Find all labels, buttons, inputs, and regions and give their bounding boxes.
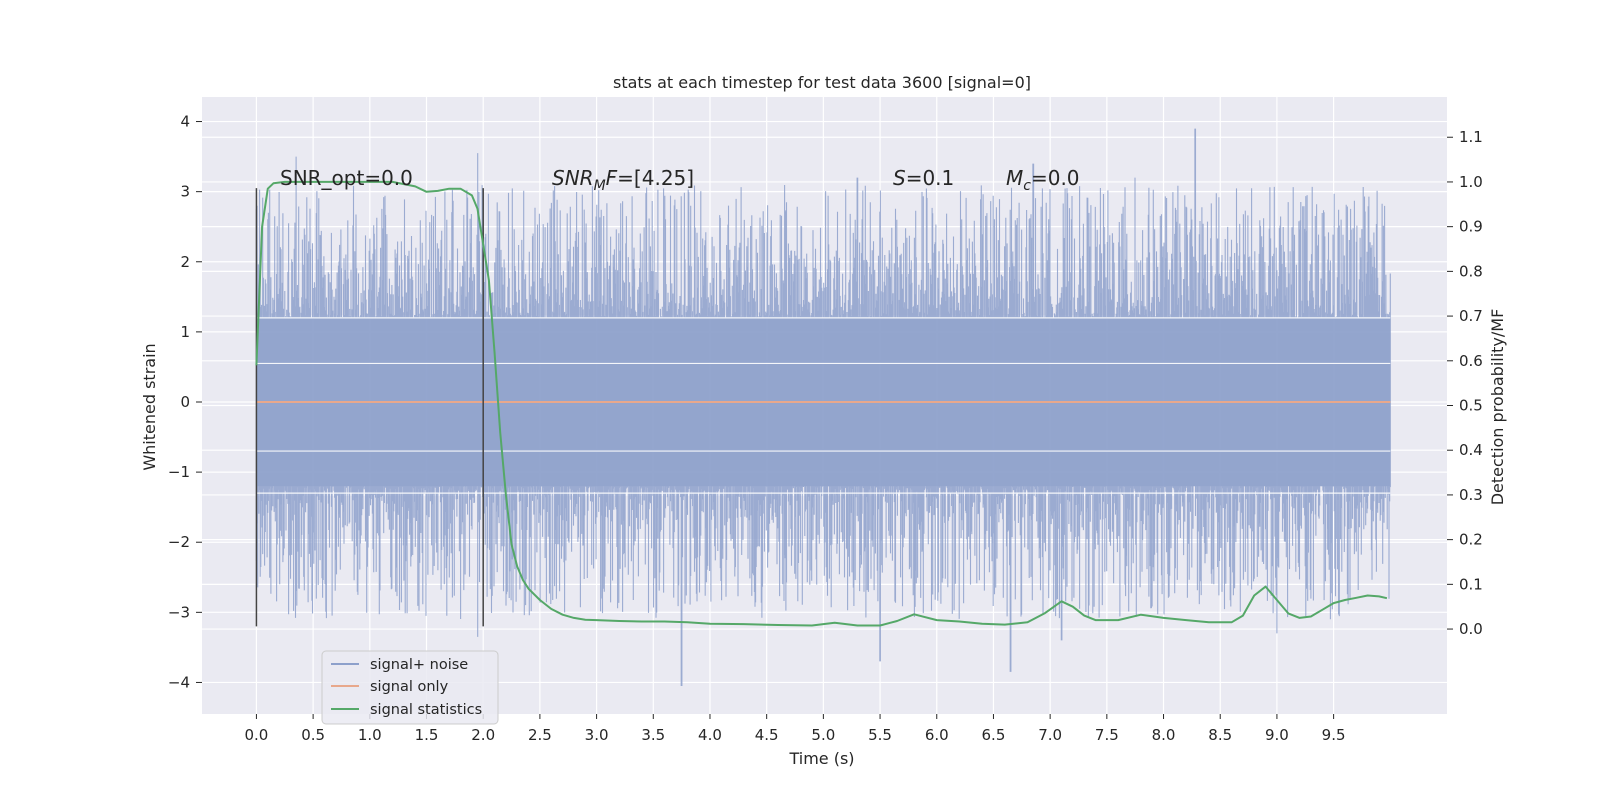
- y-tick-label: −1: [168, 463, 190, 481]
- chart-title: stats at each timestep for test data 360…: [613, 73, 1031, 92]
- y-axis-label: Whitened strain: [140, 343, 159, 470]
- x-tick-label: 8.0: [1152, 726, 1176, 744]
- annotation-snr-mf-value: =[4.25]: [617, 166, 694, 190]
- y-tick-label: −2: [168, 533, 190, 551]
- annotation-s-value: =0.1: [906, 166, 955, 190]
- y2-tick-label: 1.0: [1459, 173, 1483, 191]
- x-tick-label: 0.0: [244, 726, 268, 744]
- y-tick-label: −3: [168, 603, 190, 621]
- y-tick-label: 4: [180, 113, 190, 131]
- x-axis-label: Time (s): [788, 749, 854, 768]
- y2-axis-label: Detection probability/MF: [1488, 309, 1507, 506]
- legend-label-signal-only: signal only: [370, 679, 449, 695]
- legend-box: [321, 650, 499, 725]
- x-tick-label: 6.0: [925, 726, 949, 744]
- x-tick-label: 2.5: [528, 726, 552, 744]
- annotation-snr-opt: SNR_opt=0.0: [280, 166, 413, 190]
- y-tick-label: 2: [180, 253, 190, 271]
- y2-tick-label: 0.2: [1459, 531, 1483, 549]
- y2-tick-label: 0.9: [1459, 218, 1483, 236]
- y2-tick-label: 0.5: [1459, 397, 1483, 415]
- legend: signal+ noise signal only signal statist…: [321, 650, 499, 725]
- axis-ticks: 0.0 0.5 1.0 1.5 2.0 2.5 3.0 3.5 4.0 4.5 5.0 5.5 6.0 6…: [168, 113, 1483, 744]
- x-tick-label: 6.5: [982, 726, 1006, 744]
- x-tick-label: 4.5: [755, 726, 779, 744]
- x-tick-label: 9.0: [1265, 726, 1289, 744]
- x-tick-label: 5.5: [868, 726, 892, 744]
- x-tick-label: 7.0: [1038, 726, 1062, 744]
- x-tick-label: 1.5: [415, 726, 439, 744]
- x-tick-label: 3.5: [641, 726, 665, 744]
- x-tick-label: 9.5: [1322, 726, 1346, 744]
- y2-tick-label: 0.0: [1459, 620, 1483, 638]
- y2-tick-label: 1.1: [1459, 128, 1483, 146]
- x-tick-label: 2.0: [471, 726, 495, 744]
- y2-tick-label: 0.1: [1459, 575, 1483, 593]
- x-tick-label: 5.0: [811, 726, 835, 744]
- y2-tick-label: 0.7: [1459, 307, 1483, 325]
- annotation-snr-mf: SNRMF=[4.25]: [552, 166, 694, 194]
- x-tick-label: 4.0: [698, 726, 722, 744]
- y2-tick-label: 0.4: [1459, 441, 1483, 459]
- y2-tick-label: 0.3: [1459, 486, 1483, 504]
- legend-label-signal-noise: signal+ noise: [370, 657, 468, 673]
- y2-tick-label: 0.8: [1459, 262, 1483, 280]
- annotation-mc: Mc=0.0: [1006, 166, 1080, 194]
- vertical-markers: [255, 188, 484, 627]
- y2-tick-label: 0.6: [1459, 352, 1483, 370]
- y-tick-label: 3: [180, 183, 190, 201]
- x-tick-label: 1.0: [358, 726, 382, 744]
- legend-label-signal-statistics: signal statistics: [370, 702, 482, 718]
- y-tick-label: 1: [180, 323, 190, 341]
- x-tick-label: 0.5: [301, 726, 325, 744]
- x-tick-label: 3.0: [585, 726, 609, 744]
- series-signal-statistics: [255, 180, 1388, 627]
- annotation-mc-value: =0.0: [1031, 166, 1080, 190]
- x-tick-label: 7.5: [1095, 726, 1119, 744]
- y-tick-label: 0: [180, 393, 190, 411]
- x-tick-label: 8.5: [1208, 726, 1232, 744]
- annotation-s: S=0.1: [893, 166, 954, 190]
- y-tick-label: −4: [168, 673, 190, 691]
- signal-statistics-line: [255, 180, 1388, 627]
